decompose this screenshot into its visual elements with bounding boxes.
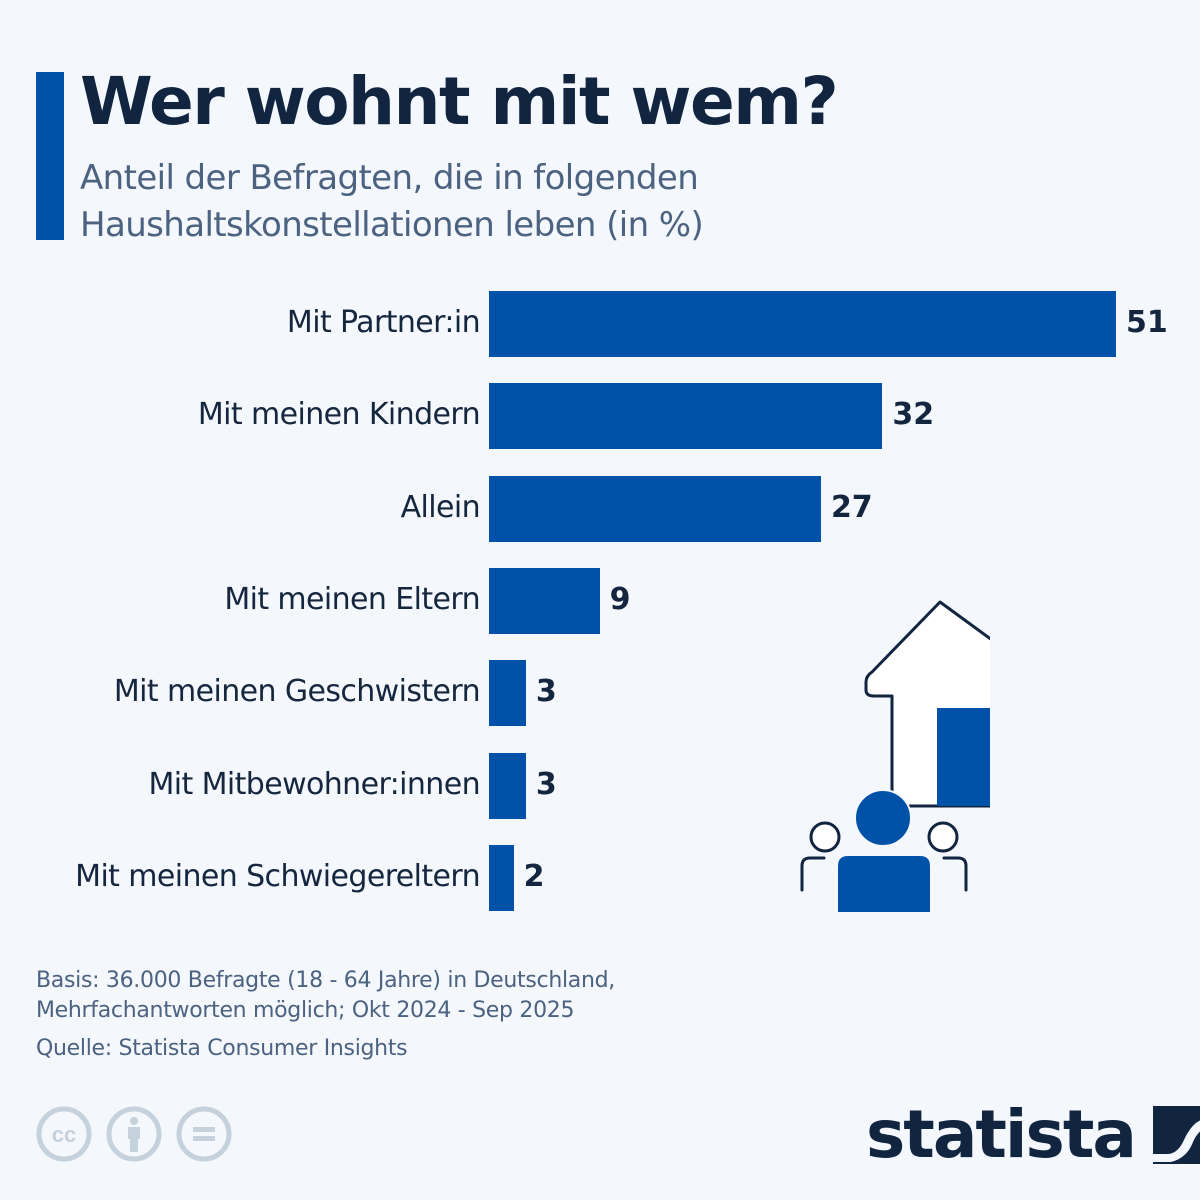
person-left-head (809, 821, 841, 853)
value-label: 9 (609, 581, 631, 617)
creative-commons-icon[interactable]: cc (36, 1106, 92, 1162)
statista-logo[interactable]: statista (866, 1100, 1200, 1170)
category-label: Mit Mitbewohner:innen (148, 766, 480, 802)
logo-text: statista (866, 1096, 1137, 1173)
category-label: Mit Partner:in (286, 305, 481, 340)
basis-note-2: Mehrfachantworten möglich; Okt 2024 - Se… (36, 998, 575, 1023)
bar (489, 475, 821, 542)
category-label: Allein (400, 489, 481, 525)
no-derivatives-icon[interactable] (176, 1106, 232, 1162)
house-with-people-icon (800, 600, 990, 912)
person-left-body (800, 856, 826, 892)
category-label: Mit meinen Kindern (197, 397, 481, 433)
basis-note: Basis: 36.000 Befragte (18 - 64 Jahre) i… (36, 968, 615, 993)
bar (489, 752, 526, 819)
statista-logo-mark-icon (1152, 1106, 1200, 1164)
attribution-icon[interactable] (106, 1106, 162, 1162)
license-icons: cc (36, 1106, 232, 1162)
person-main-body (838, 856, 930, 912)
value-label: 27 (830, 489, 873, 525)
chart-notes: Basis: 36.000 Befragte (18 - 64 Jahre) i… (36, 966, 615, 1064)
person-main-head (854, 789, 912, 847)
title-accent-bar (36, 72, 64, 240)
category-label: Mit meinen Eltern (224, 581, 480, 617)
house-door (937, 708, 990, 806)
bar (489, 383, 883, 450)
value-label: 51 (1126, 305, 1168, 340)
value-label: 3 (535, 674, 557, 710)
source-note: Quelle: Statista Consumer Insights (36, 1036, 408, 1061)
svg-text:cc: cc (52, 1122, 76, 1147)
category-label: Mit meinen Geschwistern (113, 674, 481, 710)
value-label: 3 (535, 766, 557, 802)
page-subtitle: Anteil der Befragten, die in folgenden H… (80, 158, 704, 245)
page-title: Wer wohnt mit wem? (80, 63, 839, 140)
bar (489, 660, 526, 727)
bar (489, 291, 1116, 357)
bar (489, 844, 514, 911)
category-label: Mit meinen Schwiegereltern (75, 858, 480, 894)
bar (489, 567, 600, 634)
person-right-head (927, 821, 959, 853)
value-label: 32 (892, 397, 935, 433)
person-right-body (942, 856, 968, 892)
value-label: 2 (523, 858, 545, 894)
